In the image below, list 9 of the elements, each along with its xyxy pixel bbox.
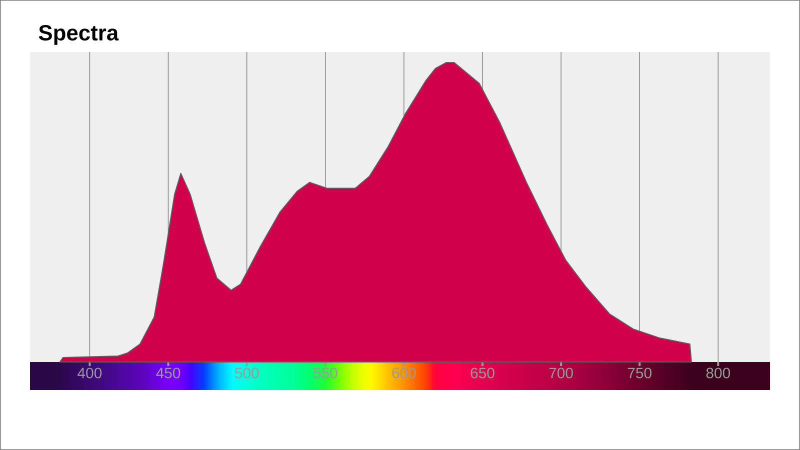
x-tick-label: 800 [706, 368, 730, 378]
x-tick-label: 600 [392, 368, 416, 378]
x-tick-label: 700 [549, 368, 573, 378]
x-tick-label: 400 [78, 368, 102, 378]
x-tick-label: 750 [628, 368, 652, 378]
x-tick-label: 650 [470, 368, 494, 378]
chart-title: Spectra [38, 25, 119, 45]
x-tick-label: 450 [156, 368, 180, 378]
x-tick-label: 500 [234, 368, 259, 378]
